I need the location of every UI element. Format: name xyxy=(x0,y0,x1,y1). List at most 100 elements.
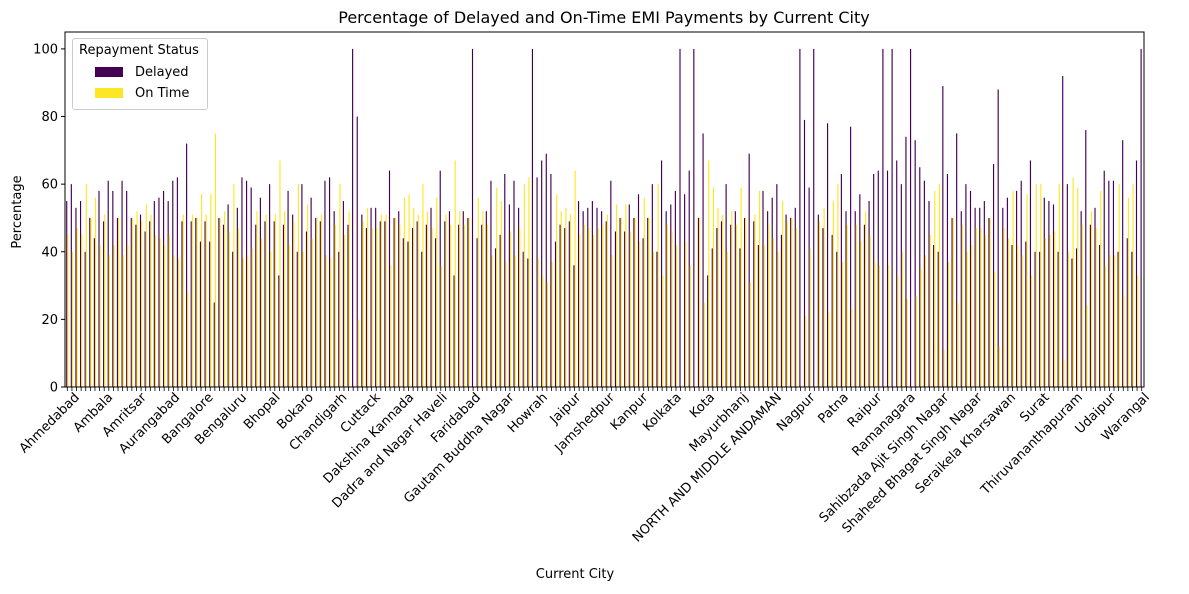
bar-on-time xyxy=(1026,194,1028,387)
bar-on-time xyxy=(408,194,410,387)
y-tick-label: 60 xyxy=(41,178,58,193)
bar-delayed xyxy=(199,241,202,387)
bar-delayed xyxy=(651,184,653,387)
legend-swatch-delayed xyxy=(95,67,123,77)
bar-on-time xyxy=(141,221,143,387)
bar-delayed xyxy=(808,187,810,387)
bar-on-time xyxy=(634,217,636,387)
bar-delayed xyxy=(582,211,584,387)
bar-delayed xyxy=(255,224,257,387)
bar-on-time xyxy=(136,211,138,387)
bar-on-time xyxy=(597,228,599,387)
bar-on-time xyxy=(537,258,539,387)
bar-delayed xyxy=(767,211,769,387)
bar-on-time xyxy=(823,207,825,387)
bar-delayed xyxy=(112,190,114,387)
bar-delayed xyxy=(264,221,266,387)
bar-on-time xyxy=(717,207,719,387)
bar-on-time xyxy=(371,228,373,387)
bar-delayed xyxy=(70,184,72,387)
bar-delayed xyxy=(1117,251,1119,387)
bar-on-time xyxy=(948,261,950,387)
bar-delayed xyxy=(693,48,695,388)
bar-on-time xyxy=(583,224,585,387)
bar-delayed xyxy=(900,184,902,387)
bar-delayed xyxy=(333,211,335,387)
bar-delayed xyxy=(379,221,381,387)
bar-on-time xyxy=(805,316,807,387)
bar-on-time xyxy=(560,211,562,387)
bar-on-time xyxy=(671,231,673,387)
bar-on-time xyxy=(1017,245,1019,387)
bar-on-time xyxy=(316,217,318,387)
bar-on-time xyxy=(579,234,581,387)
bar-on-time xyxy=(855,224,857,387)
bar-on-time xyxy=(177,258,180,387)
bar-on-time xyxy=(754,214,756,387)
bar-delayed xyxy=(518,207,520,387)
bar-delayed xyxy=(1094,207,1096,387)
bar-on-time xyxy=(1114,255,1116,387)
bar-on-time xyxy=(450,224,452,387)
bar-on-time xyxy=(265,214,267,387)
bar-delayed xyxy=(886,170,889,387)
bar-delayed xyxy=(310,197,312,387)
bar-delayed xyxy=(453,275,455,387)
bar-on-time xyxy=(417,214,419,387)
bar-on-time xyxy=(1127,197,1130,387)
bar-delayed xyxy=(550,174,552,387)
bar-delayed xyxy=(513,180,515,387)
bar-on-time xyxy=(99,245,101,387)
bar-delayed xyxy=(840,174,842,387)
bar-on-time xyxy=(1086,305,1088,387)
bar-delayed xyxy=(402,238,404,387)
bar-on-time xyxy=(602,224,604,387)
y-axis: 0 20 40 60 80 100 xyxy=(33,42,65,396)
bar-delayed xyxy=(665,211,667,387)
bar-delayed xyxy=(1085,130,1087,388)
bar-on-time xyxy=(1007,238,1010,387)
bar-on-time xyxy=(1054,231,1056,387)
bar-delayed xyxy=(388,170,391,387)
bar-delayed xyxy=(1043,197,1045,387)
bar-on-time xyxy=(127,245,129,387)
bar-delayed xyxy=(753,221,755,387)
bar-on-time xyxy=(749,282,751,387)
bar-delayed xyxy=(992,163,995,387)
y-tick-label: 80 xyxy=(41,110,58,125)
bar-delayed xyxy=(98,190,100,387)
bar-delayed xyxy=(707,275,709,387)
chart-title: Percentage of Delayed and On-Time EMI Pa… xyxy=(338,8,869,27)
bar-on-time xyxy=(523,184,525,387)
bar-on-time xyxy=(1100,190,1102,387)
bar-delayed xyxy=(785,214,787,387)
bar-delayed xyxy=(688,170,690,387)
bar-delayed xyxy=(370,207,372,387)
bar-on-time xyxy=(662,275,664,387)
bar-delayed xyxy=(278,275,280,387)
bar-delayed xyxy=(1080,211,1082,387)
bar-on-time xyxy=(809,248,811,387)
bar-delayed xyxy=(614,231,617,387)
bar-on-time xyxy=(878,265,881,387)
bar-on-time xyxy=(865,211,867,387)
bar-delayed xyxy=(826,123,829,387)
bar-on-time xyxy=(394,217,396,387)
bar-delayed xyxy=(684,194,686,387)
bar-delayed xyxy=(416,221,418,387)
bar-delayed xyxy=(577,201,580,387)
bar-on-time xyxy=(768,224,770,387)
bar-on-time xyxy=(224,211,226,387)
bar-delayed xyxy=(1140,48,1142,388)
bar-delayed xyxy=(1103,170,1105,387)
bar-delayed xyxy=(292,214,294,387)
bar-delayed xyxy=(711,248,713,387)
bar-delayed xyxy=(153,201,155,387)
bar-delayed xyxy=(490,180,492,387)
bar-delayed xyxy=(481,224,483,387)
bar-delayed xyxy=(909,48,912,388)
bar-on-time xyxy=(998,346,1000,387)
x-tick-label: Nagpur xyxy=(774,390,819,435)
bar-on-time xyxy=(505,261,507,387)
